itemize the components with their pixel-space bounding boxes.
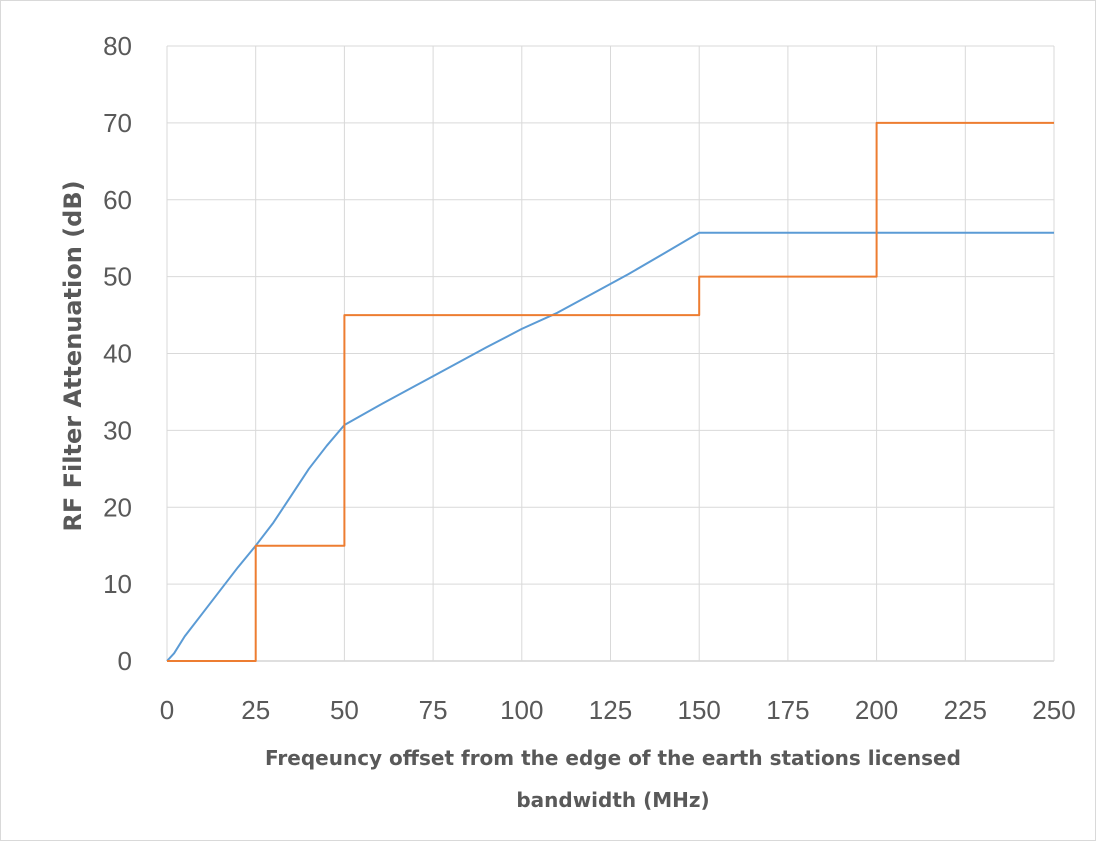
y-tick-label: 50 bbox=[103, 262, 132, 292]
series-line-1 bbox=[166, 231, 1054, 662]
y-tick-label: 0 bbox=[118, 646, 132, 676]
x-axis-label-line-1: Freqeuncy offset from the edge of the ea… bbox=[265, 746, 961, 770]
y-tick-label: 70 bbox=[103, 108, 132, 138]
y-tick-label: 60 bbox=[103, 185, 132, 215]
x-tick-label: 175 bbox=[766, 695, 809, 725]
x-tick-label: 125 bbox=[589, 695, 632, 725]
x-tick-label: 250 bbox=[1032, 695, 1075, 725]
series-layer bbox=[166, 121, 1054, 662]
y-tick-label: 80 bbox=[103, 31, 132, 61]
x-tick-label: 75 bbox=[419, 695, 448, 725]
x-tick-label: 50 bbox=[330, 695, 359, 725]
y-tick-label: 10 bbox=[103, 569, 132, 599]
y-axis-label: RF Filter Attenuation (dB) bbox=[59, 180, 87, 531]
y-tick-label: 20 bbox=[103, 492, 132, 522]
x-tick-label: 25 bbox=[241, 695, 270, 725]
y-tick-label: 30 bbox=[103, 415, 132, 445]
y-tick-label: 40 bbox=[103, 339, 132, 369]
x-tick-label: 200 bbox=[855, 695, 898, 725]
gridlines bbox=[166, 45, 1055, 662]
y-tick-labels: 0 10 20 30 40 50 60 70 80 bbox=[103, 31, 132, 676]
x-tick-label: 225 bbox=[944, 695, 987, 725]
series-line-2 bbox=[167, 121, 1054, 662]
x-axis-label-line-2: bandwidth (MHz) bbox=[516, 788, 709, 812]
x-tick-labels: 0 25 50 75 100 125 150 175 200 225 250 bbox=[160, 695, 1076, 725]
x-tick-label: 0 bbox=[160, 695, 174, 725]
x-tick-label: 100 bbox=[500, 695, 543, 725]
x-tick-label: 150 bbox=[678, 695, 721, 725]
